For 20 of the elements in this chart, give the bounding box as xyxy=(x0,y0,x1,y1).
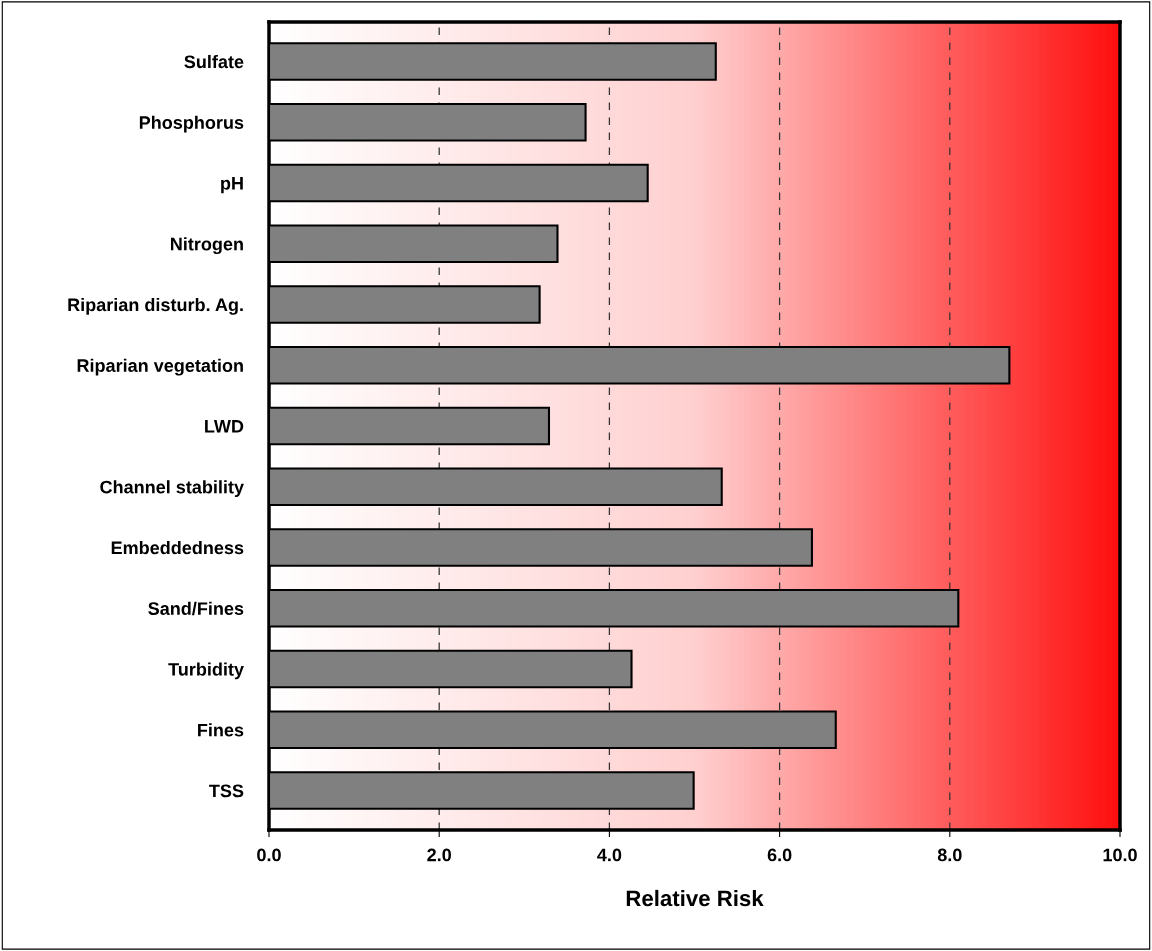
y-tick-label: Sand/Fines xyxy=(148,601,244,616)
y-tick-label: TSS xyxy=(209,784,244,798)
y-tick-label: Riparian disturb. Ag. xyxy=(68,297,243,315)
y-tick-label: Fines xyxy=(198,723,244,737)
x-tick-label: 0.0 xyxy=(257,848,281,862)
x-axis-title: Relative Risk xyxy=(626,889,764,907)
y-tick-label: Nitrogen xyxy=(170,237,243,255)
x-tick-label: 4.0 xyxy=(597,848,622,862)
y-tick-label: LWD xyxy=(205,420,244,433)
y-tick-label: Turbidity xyxy=(168,662,244,680)
y-tick-label: Phosphorus xyxy=(139,115,244,133)
y-tick-label: Riparian vegetation xyxy=(77,358,243,376)
x-tick-label: 6.0 xyxy=(767,848,792,862)
x-tick-label: 10.0 xyxy=(1103,848,1137,862)
y-tick-label: Channel stability xyxy=(100,480,244,498)
x-tick-label: 8.0 xyxy=(937,848,962,862)
x-tick-label: 2.0 xyxy=(427,848,452,862)
y-tick-label: Sulfate xyxy=(184,54,244,69)
y-tick-label: Embeddedness xyxy=(111,540,244,555)
y-tick-label: pH xyxy=(221,177,243,194)
